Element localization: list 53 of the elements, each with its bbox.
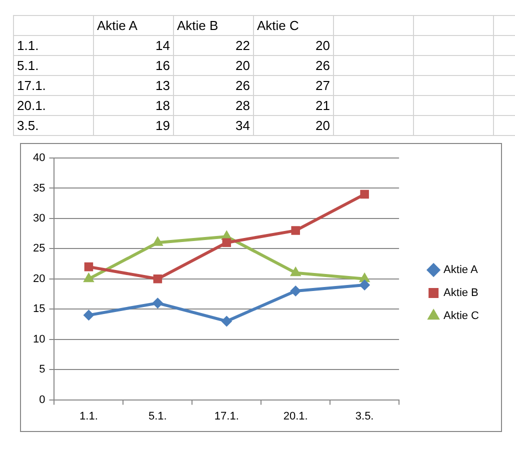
category-label: 3.5. — [17, 117, 39, 135]
point — [84, 262, 94, 272]
point — [152, 298, 163, 308]
data-label: 18 — [156, 97, 170, 115]
category-label: 1.1. — [17, 37, 39, 55]
data-label: 20 — [316, 37, 330, 55]
data-label: 13 — [156, 77, 170, 95]
x-tick-label: 1.1. — [80, 410, 98, 422]
data-label: 19 — [156, 117, 170, 135]
point — [153, 274, 162, 284]
x-tick-label: 17.1. — [214, 410, 239, 422]
y-tick-label: 10 — [32, 333, 46, 346]
legend-label: Aktie A — [444, 264, 478, 276]
point — [359, 280, 370, 290]
legend-label: Aktie C — [444, 310, 480, 322]
point — [221, 316, 232, 327]
y-tick-label: 15 — [32, 303, 46, 316]
y-tick-label: 30 — [32, 212, 46, 224]
point — [290, 286, 301, 296]
point — [291, 226, 300, 235]
point — [360, 190, 369, 199]
x-tick-label: 20.1. — [283, 410, 308, 422]
data-label: 22 — [236, 37, 250, 55]
category-label: 17.1. — [17, 77, 46, 95]
text: Aktie B — [177, 17, 218, 35]
point — [222, 238, 232, 248]
data-label: 27 — [316, 77, 330, 95]
data-label: 21 — [316, 97, 330, 115]
point — [83, 272, 94, 282]
data-label: 26 — [236, 77, 250, 95]
data-label: 34 — [236, 117, 250, 135]
point — [83, 310, 94, 320]
x-tick-label: 3.5. — [355, 410, 374, 422]
point — [290, 266, 301, 276]
text: Aktie A — [97, 17, 138, 35]
data-label: 28 — [236, 97, 250, 115]
data-label: 20 — [236, 57, 250, 75]
y-tick-label: 0 — [39, 394, 46, 406]
y-tick-label: 20 — [32, 272, 46, 285]
y-tick-label: 25 — [32, 242, 46, 255]
point — [152, 236, 163, 246]
data-label: 16 — [156, 57, 170, 75]
data-label: 20 — [316, 117, 330, 135]
y-tick-label: 5 — [39, 364, 46, 376]
category-label: 20.1. — [17, 97, 46, 115]
y-tick-label: 40 — [32, 152, 46, 164]
data-label: 26 — [316, 57, 330, 75]
data-label: 14 — [156, 37, 170, 55]
y-tick-label: 35 — [32, 182, 46, 194]
legend-label: Aktie B — [444, 287, 478, 300]
category-label: 5.1. — [17, 57, 39, 75]
x-tick-label: 5.1. — [148, 410, 167, 422]
text: Aktie C — [257, 17, 299, 35]
